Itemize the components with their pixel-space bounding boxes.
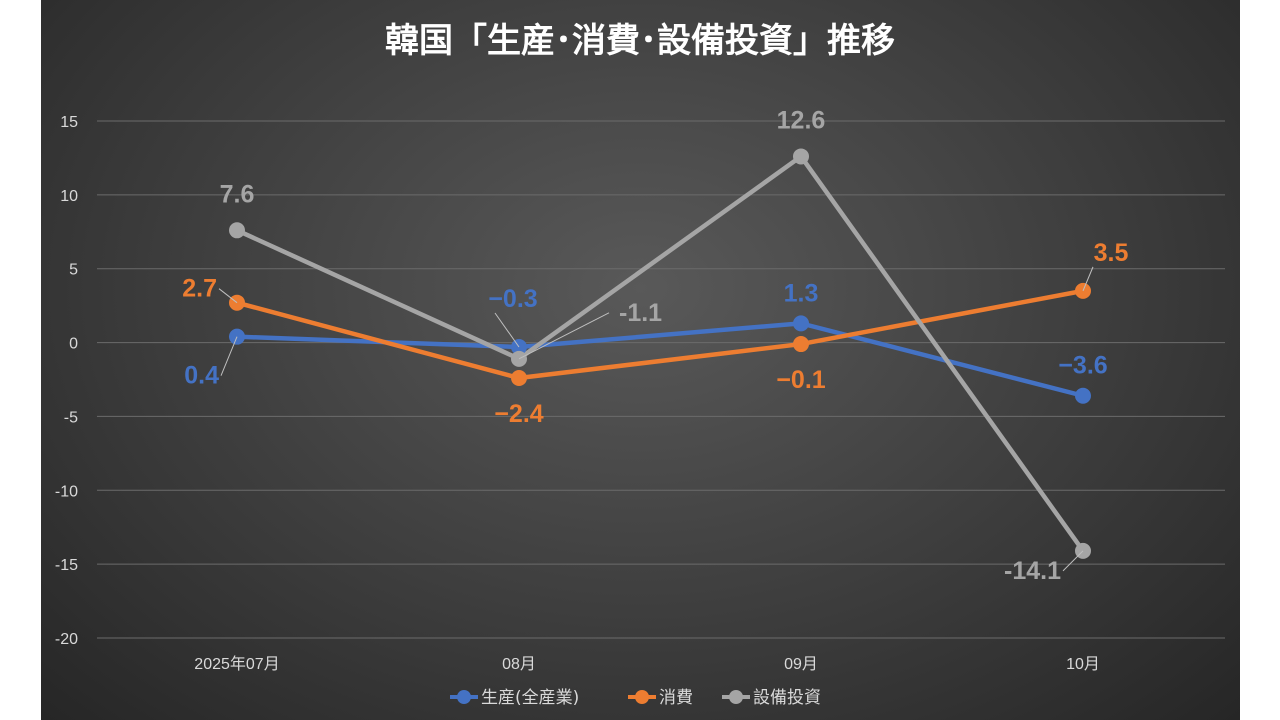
data-label: 2.7 — [182, 275, 217, 303]
label-leader-line — [1062, 550, 1084, 572]
data-labels: 0.4 −0.3 1.3 −3.6 2.7 −2.4 −0.1 3.5 7.6 -1.1 12.6 -… — [182, 106, 1128, 584]
data-label: 0.4 — [184, 362, 219, 390]
label-leader-line — [218, 288, 238, 304]
data-label: 7.6 — [220, 180, 255, 208]
data-label: −3.6 — [1058, 352, 1107, 380]
gridlines — [97, 120, 1225, 639]
data-point[interactable] — [511, 370, 527, 387]
y-tick-label: 10 — [60, 188, 78, 205]
legend-item-label[interactable]: 消費 — [659, 688, 693, 708]
chart-title: 韓国「生産･消費･設備投資」推移 — [385, 21, 895, 61]
data-point[interactable] — [793, 315, 809, 332]
data-label: 3.5 — [1094, 239, 1129, 267]
y-axis-tick-labels: 15 10 5 0 -5 -10 -15 -20 — [55, 114, 78, 648]
x-tick-label: 2025年07月 — [194, 655, 279, 673]
label-leader-line — [220, 336, 238, 376]
y-tick-label: 0 — [69, 336, 78, 353]
series-line — [234, 154, 1086, 554]
data-label: -1.1 — [619, 299, 662, 327]
data-label: 1.3 — [784, 279, 819, 307]
label-leader-line — [518, 312, 610, 360]
y-tick-label: -5 — [64, 409, 78, 426]
series-lines — [229, 148, 1091, 559]
legend-item-label[interactable]: 生産(全産業) — [481, 688, 579, 708]
data-point[interactable] — [793, 336, 809, 353]
y-tick-label: -10 — [55, 483, 78, 500]
y-tick-label: 5 — [69, 262, 78, 279]
x-tick-label: 10月 — [1066, 656, 1100, 673]
legend[interactable]: 生産(全産業) 消費 設備投資 — [450, 688, 821, 708]
legend-item-label[interactable]: 設備投資 — [753, 688, 821, 708]
y-tick-label: 15 — [60, 114, 78, 131]
data-label: 12.6 — [777, 106, 826, 134]
series-line — [234, 288, 1086, 381]
x-axis-tick-labels: 2025年07月 08月 09月 10月 — [194, 655, 1100, 673]
chart-area — [41, 0, 1240, 720]
data-label: −0.1 — [776, 366, 825, 394]
data-point[interactable] — [229, 222, 245, 239]
data-point[interactable] — [1075, 387, 1091, 404]
legend-marker — [457, 690, 471, 704]
y-tick-label: -15 — [55, 557, 78, 574]
x-tick-label: 09月 — [784, 656, 818, 673]
data-point[interactable] — [793, 148, 809, 165]
y-tick-label: -20 — [55, 631, 78, 648]
x-tick-label: 08月 — [502, 656, 536, 673]
data-label: −0.3 — [488, 285, 537, 313]
legend-marker — [635, 690, 649, 704]
label-leader-line — [494, 312, 520, 348]
legend-marker — [729, 690, 743, 704]
data-label: -14.1 — [1004, 557, 1061, 585]
data-label: −2.4 — [494, 400, 543, 428]
label-leader-line — [1082, 266, 1094, 292]
